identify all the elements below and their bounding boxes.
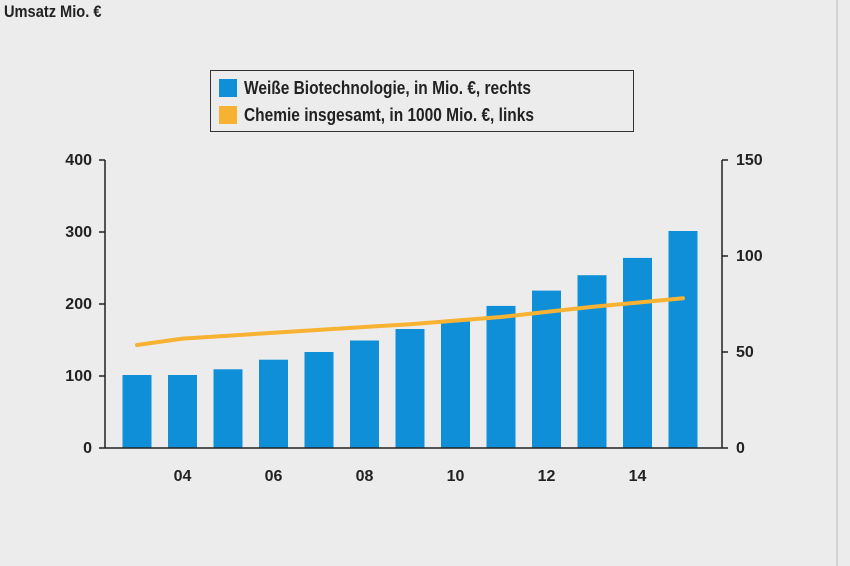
legend-swatch-biotech bbox=[219, 79, 237, 97]
y-left-tick-label-300: 300 bbox=[65, 224, 92, 241]
frame-rule bbox=[836, 0, 838, 566]
y-right-tick-label-100: 100 bbox=[736, 248, 763, 265]
bar-biotech-04 bbox=[168, 375, 197, 448]
bar-biotech-06 bbox=[259, 359, 288, 448]
line-chemie bbox=[135, 296, 685, 347]
y-left-tick-label-200: 200 bbox=[65, 296, 92, 313]
bar-biotech-15 bbox=[668, 231, 698, 448]
x-tick-label-04: 04 bbox=[174, 468, 192, 485]
x-tick-label-08: 08 bbox=[356, 468, 374, 485]
y-right-tick-label-50: 50 bbox=[736, 344, 754, 361]
legend: Weiße Biotechnologie, in Mio. €, rechts … bbox=[210, 70, 634, 132]
bar-biotech-11 bbox=[486, 305, 516, 448]
bar-biotech-09 bbox=[395, 329, 425, 448]
x-tick-label-10: 10 bbox=[447, 468, 465, 485]
chart-title: Umsatz Mio. € bbox=[4, 2, 102, 21]
legend-item-chemie: Chemie insgesamt, in 1000 Mio. €, links bbox=[219, 102, 581, 128]
y-left-tick-label-400: 400 bbox=[65, 152, 92, 169]
bar-biotech-08 bbox=[350, 340, 379, 448]
bar-biotech-05 bbox=[213, 369, 243, 448]
legend-label-chemie: Chemie insgesamt, in 1000 Mio. €, links bbox=[244, 104, 534, 125]
x-tick-label-12: 12 bbox=[538, 468, 556, 485]
bar-biotech-03 bbox=[122, 375, 152, 448]
y-right-tick-label-150: 150 bbox=[736, 152, 763, 169]
bar-biotech-14 bbox=[623, 257, 652, 448]
y-left-tick-label-100: 100 bbox=[65, 368, 92, 385]
bar-biotech-07 bbox=[304, 352, 334, 448]
x-tick-label-14: 14 bbox=[629, 468, 647, 485]
bar-biotech-13 bbox=[577, 275, 607, 448]
legend-label-biotech: Weiße Biotechnologie, in Mio. €, rechts bbox=[244, 77, 531, 98]
y-right-tick-label-0: 0 bbox=[736, 440, 745, 457]
x-tick-label-06: 06 bbox=[265, 468, 283, 485]
legend-swatch-chemie bbox=[219, 106, 237, 124]
bar-biotech-10 bbox=[441, 321, 470, 448]
y-left-tick-label-0: 0 bbox=[83, 440, 92, 457]
legend-item-biotech: Weiße Biotechnologie, in Mio. €, rechts bbox=[219, 75, 578, 101]
bar-biotech-12 bbox=[532, 290, 561, 448]
